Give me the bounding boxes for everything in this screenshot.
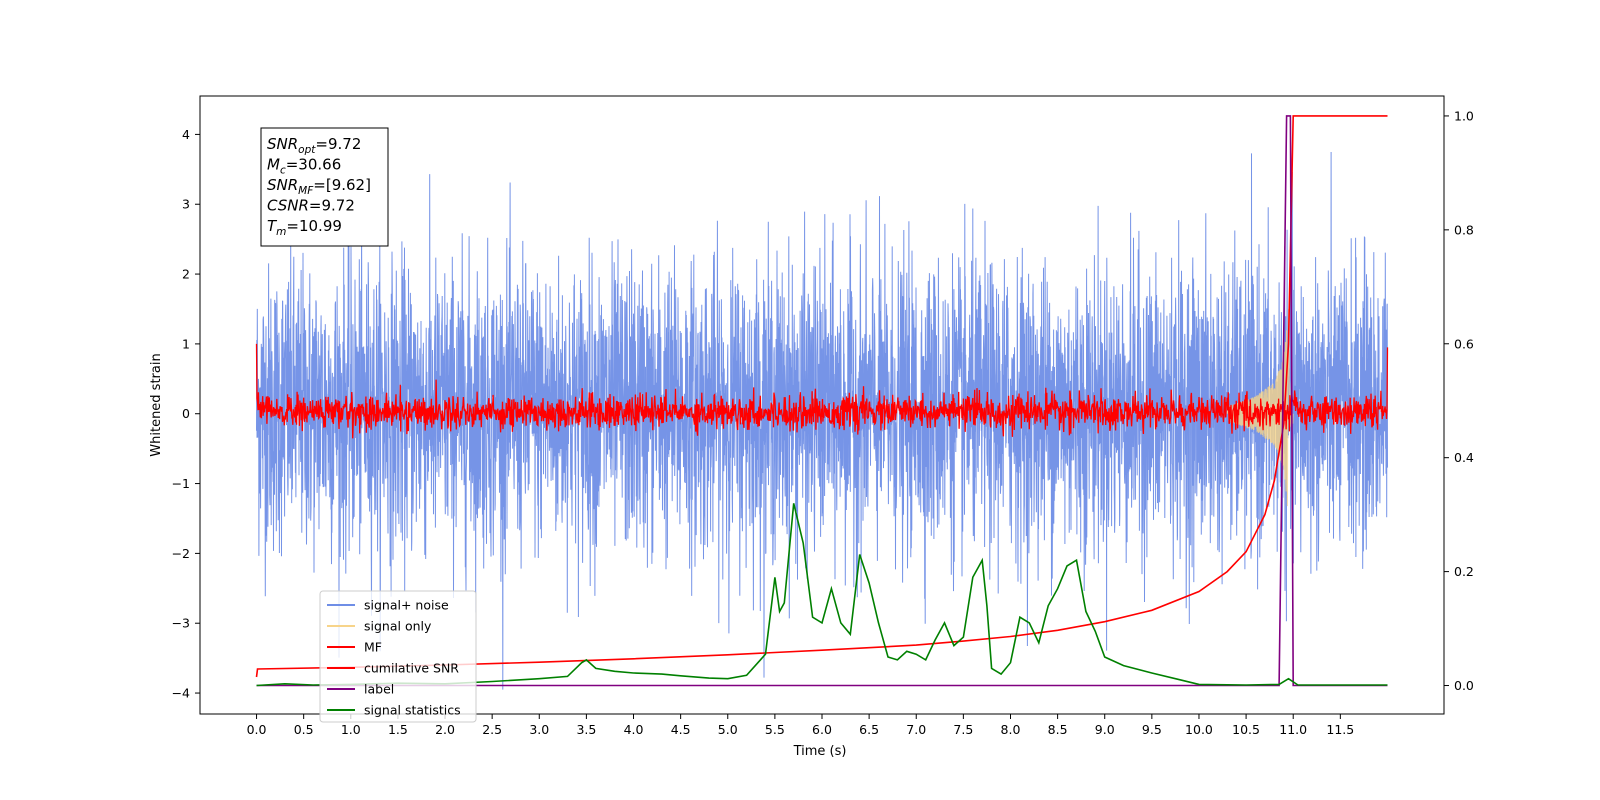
y-axis-label-left: Whitened strain (149, 353, 164, 456)
y-left-tick-label: 2 (182, 267, 190, 282)
x-tick-label: 7.0 (906, 722, 926, 737)
x-tick-label: 8.0 (1001, 722, 1021, 737)
legend-frame (319, 590, 477, 723)
x-tick-label: 7.5 (953, 722, 973, 737)
x-tick-label: 3.0 (529, 722, 549, 737)
x-tick-label: 4.5 (671, 722, 691, 737)
y-right-tick-label: 0.8 (1454, 222, 1474, 237)
x-tick-label: 2.5 (482, 722, 502, 737)
legend-label: MF (364, 640, 382, 655)
y-axis-right: 0.0 0.2 0.4 0.6 0.8 1.0 (1444, 108, 1474, 693)
annotation-line: Tm=10.99 (267, 217, 342, 238)
mf-line (255, 343, 1389, 439)
x-tick-label: 2.0 (435, 722, 455, 737)
x-tick-label: 1.5 (388, 722, 408, 737)
x-tick-label: 6.5 (859, 722, 879, 737)
legend-label: signal statistics (364, 703, 461, 718)
y-left-tick-label: −3 (172, 616, 190, 631)
annotation-line: SNRopt=9.72 (267, 135, 361, 156)
x-tick-label: 1.0 (341, 722, 361, 737)
y-left-tick-label: −4 (172, 686, 190, 701)
annotation-frame (260, 127, 389, 247)
annotation-box: SNRopt=9.72Mc=30.66SNRMF=[9.62]CSNR=9.72… (260, 127, 389, 247)
legend-label: signal+ noise (364, 598, 449, 613)
x-tick-label: 9.0 (1095, 722, 1115, 737)
x-tick-label: 10.5 (1232, 722, 1260, 737)
y-left-tick-label: 0 (182, 406, 190, 421)
x-tick-label: 5.0 (718, 722, 738, 737)
x-axis: 0.0 0.5 1.0 1.5 2.0 2.5 3.0 3.5 4.0 4.5 5.0 5.5 6.0 6… (247, 714, 1354, 737)
x-tick-label: 8.5 (1048, 722, 1068, 737)
y-right-tick-label: 0.4 (1454, 450, 1474, 465)
legend: signal+ noise signal only MF cumilative SNR… (319, 590, 477, 723)
y-left-tick-label: −2 (172, 546, 190, 561)
legend-label: signal only (364, 619, 432, 634)
y-right-tick-label: 0.0 (1454, 678, 1474, 693)
annotation-line: CSNR=9.72 (267, 197, 355, 215)
x-tick-label: 0.0 (247, 722, 267, 737)
y-right-tick-label: 1.0 (1454, 108, 1474, 123)
x-axis-label: Time (s) (793, 744, 847, 759)
y-right-tick-label: 0.2 (1454, 564, 1474, 579)
cumulative-snr-line (255, 115, 1388, 678)
signal-plus-noise-line (256, 151, 1388, 690)
x-tick-label: 11.5 (1326, 722, 1354, 737)
y-left-tick-label: 4 (182, 127, 190, 142)
x-tick-label: 9.5 (1142, 722, 1162, 737)
legend-label: cumilative SNR (364, 661, 459, 676)
y-left-tick-label: 1 (182, 336, 190, 351)
y-axis-left: −4 −3 −2 −1 0 1 2 3 4 (172, 127, 200, 701)
annotation-line: SNRMF=[9.62] (267, 176, 371, 197)
x-tick-label: 5.5 (765, 722, 785, 737)
x-tick-label: 3.5 (576, 722, 596, 737)
plot-series (255, 115, 1389, 690)
x-tick-label: 0.5 (294, 722, 314, 737)
signal-statistics-line (256, 503, 1388, 687)
x-tick-label: 6.0 (812, 722, 832, 737)
x-tick-label: 10.0 (1185, 722, 1213, 737)
y-left-tick-label: 3 (182, 197, 190, 212)
x-tick-label: 4.0 (624, 722, 644, 737)
legend-label: label (364, 682, 394, 697)
y-left-tick-label: −1 (172, 476, 190, 491)
y-right-tick-label: 0.6 (1454, 336, 1474, 351)
annotation-line: Mc=30.66 (267, 156, 341, 177)
x-tick-label: 11.0 (1279, 722, 1307, 737)
